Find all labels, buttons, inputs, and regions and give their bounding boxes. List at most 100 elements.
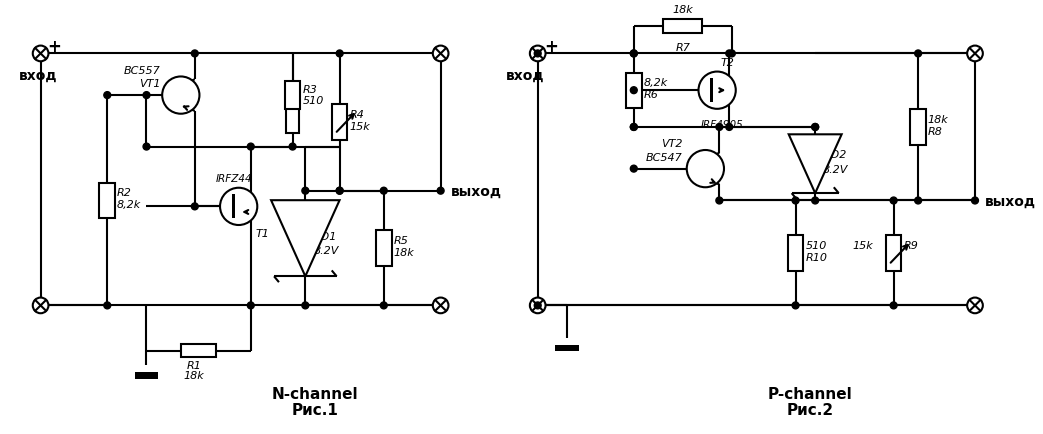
Text: Рис.1: Рис.1 [292,402,339,417]
Circle shape [530,298,545,313]
Circle shape [915,51,922,58]
Circle shape [630,124,637,131]
Circle shape [534,302,541,309]
Circle shape [381,302,387,309]
Bar [181,344,216,358]
Bar [285,82,300,109]
Text: IRF4905: IRF4905 [701,119,744,129]
Bar [911,110,926,145]
Circle shape [890,197,897,204]
Text: вход: вход [19,69,57,83]
Circle shape [630,88,637,95]
Circle shape [143,144,150,151]
Circle shape [630,166,637,173]
Circle shape [247,144,254,151]
Circle shape [247,302,254,309]
Circle shape [811,197,819,204]
Circle shape [890,302,897,309]
Text: R9: R9 [903,240,918,250]
Text: R10: R10 [805,252,827,262]
Text: BC547: BC547 [646,152,683,162]
Text: выход: выход [451,184,502,198]
Text: BC557: BC557 [123,66,161,76]
Text: VT2: VT2 [661,139,683,149]
Text: R8: R8 [928,127,943,137]
Bar [286,106,299,134]
Text: 510: 510 [805,240,827,250]
Text: R7: R7 [676,43,690,53]
Text: 18k: 18k [673,5,694,15]
Bar [99,183,115,218]
Text: T2: T2 [720,58,734,68]
Circle shape [220,188,258,226]
Circle shape [301,302,309,309]
Text: T1: T1 [256,228,269,238]
Bar [135,372,159,379]
Circle shape [792,197,799,204]
Circle shape [726,51,732,58]
Text: 15k: 15k [852,240,873,250]
Circle shape [336,188,343,195]
Circle shape [32,46,48,62]
Circle shape [381,188,387,195]
Circle shape [301,188,309,195]
Text: +: + [47,37,62,56]
Bar [375,231,391,266]
Circle shape [530,46,545,62]
Bar [787,236,803,271]
Text: R2: R2 [117,188,132,198]
Circle shape [143,92,150,99]
Text: P-channel: P-channel [768,386,852,401]
Text: 510: 510 [302,96,323,106]
Circle shape [433,46,448,62]
Text: 18k: 18k [184,370,204,380]
Circle shape [967,46,983,62]
Circle shape [811,124,819,131]
Circle shape [104,302,111,309]
Circle shape [967,298,983,313]
Polygon shape [271,201,340,276]
Circle shape [289,144,296,151]
Circle shape [32,298,48,313]
Circle shape [630,124,637,131]
Bar [232,195,235,219]
Text: выход: выход [985,194,1036,208]
Polygon shape [789,135,842,194]
Circle shape [972,197,978,204]
Circle shape [915,197,922,204]
Text: R4: R4 [349,110,364,120]
Circle shape [336,188,343,195]
Bar [555,345,579,352]
Text: 8,2k: 8,2k [644,78,668,88]
Text: R1: R1 [187,361,201,371]
Bar [886,236,901,271]
Text: 8,2k: 8,2k [117,200,142,210]
Circle shape [104,92,111,99]
Circle shape [630,51,637,58]
Circle shape [162,77,199,115]
Text: 8.2V: 8.2V [823,164,848,174]
Text: 18k: 18k [928,115,949,125]
Circle shape [433,298,448,313]
Bar [710,79,713,103]
Text: VD1: VD1 [313,232,337,242]
Text: VD2: VD2 [823,150,847,160]
Text: R6: R6 [644,90,658,100]
Text: R3: R3 [302,85,317,95]
Text: N-channel: N-channel [272,386,359,401]
Bar [663,20,702,34]
Circle shape [534,51,541,58]
Circle shape [191,51,198,58]
Bar [332,105,347,140]
Text: вход: вход [506,69,544,83]
Circle shape [686,151,724,188]
Text: 8.2V: 8.2V [313,246,339,256]
Text: IRFZ44: IRFZ44 [216,174,252,184]
Bar [626,73,641,108]
Text: Рис.2: Рис.2 [786,402,833,417]
Circle shape [715,124,723,131]
Text: 15k: 15k [349,122,370,132]
Text: VT1: VT1 [139,79,161,89]
Circle shape [728,51,735,58]
Circle shape [699,72,735,109]
